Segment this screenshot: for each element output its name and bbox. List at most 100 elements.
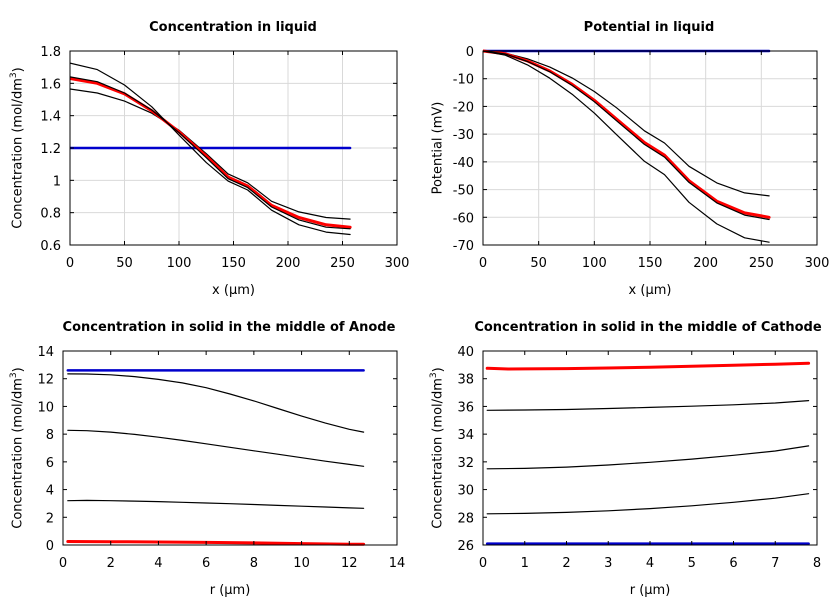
liquid-conc-ytick-label-4: 1.4 xyxy=(40,110,61,125)
liquid-conc-panel: 0 50 100 150 200 250 300 0.6 0.8 1 1.2 1.4 1.6 1.8 Con… xyxy=(9,20,410,298)
liquid-conc-xlabel: x (µm) xyxy=(212,283,255,298)
liquid-conc-xtick-label-2: 100 xyxy=(167,256,192,271)
liquid-potential-ytick-label-7: 0 xyxy=(466,45,474,60)
liquid-conc-ylabel: Concentration (mol/dm3) xyxy=(9,67,26,229)
liquid-conc-xtick-label-0: 0 xyxy=(66,256,74,271)
liquid-potential-panel: 0 50 100 150 200 250 300 -70 -60 -50 -40 -30 -20 -10 0… xyxy=(431,20,830,298)
anode-solid-frame xyxy=(62,350,398,546)
cathode-solid-series-t3 xyxy=(486,400,810,411)
liquid-conc-series-group xyxy=(70,62,352,236)
anode-solid-series-t2 xyxy=(67,429,365,467)
cathode-solid-xtick-label-7: 7 xyxy=(771,556,779,571)
cathode-solid-title: Concentration in solid in the middle of … xyxy=(474,320,822,335)
liquid-conc-series-t3 xyxy=(70,76,351,230)
anode-solid-xtick-label-4: 8 xyxy=(250,556,258,571)
cathode-solid-ytick-label-3: 32 xyxy=(457,456,474,471)
liquid-potential-xtick-label-3: 150 xyxy=(638,256,663,271)
anode-solid-ytick-label-6: 12 xyxy=(37,373,54,388)
cathode-solid-series-t1 xyxy=(486,493,810,515)
anode-solid-ytick-label-4: 8 xyxy=(46,428,54,443)
liquid-conc-ytick-label-6: 1.8 xyxy=(40,45,61,60)
anode-solid-xtick-label-1: 2 xyxy=(107,556,115,571)
liquid-potential-ytick-label-0: -70 xyxy=(453,239,474,254)
cathode-solid-xtick-label-1: 1 xyxy=(521,556,529,571)
liquid-conc-ytick-label-0: 0.6 xyxy=(40,239,61,254)
liquid-potential-ytick-label-1: -60 xyxy=(453,211,474,226)
liquid-potential-xtick-label-6: 300 xyxy=(805,256,830,271)
cathode-solid-ytick-label-6: 38 xyxy=(457,373,474,388)
cathode-solid-ytick-label-7: 40 xyxy=(457,345,474,360)
liquid-potential-series-t4 xyxy=(483,50,770,243)
cathode-solid-ytick-label-1: 28 xyxy=(457,511,474,526)
anode-solid-ytick-label-5: 10 xyxy=(37,400,54,415)
anode-solid-series-t3 xyxy=(67,499,365,509)
anode-solid-xlabel: r (µm) xyxy=(210,583,251,598)
liquid-conc-series-t1 xyxy=(70,88,351,220)
anode-solid-ylabel: Concentration (mol/dm3) xyxy=(9,367,26,529)
liquid-conc-xtick-label-5: 250 xyxy=(330,256,355,271)
liquid-potential-ytick-label-4: -30 xyxy=(453,128,474,143)
cathode-solid-xtick-label-4: 4 xyxy=(646,556,654,571)
anode-solid-ytick-label-0: 0 xyxy=(46,539,54,554)
cathode-solid-frame xyxy=(482,350,818,546)
cathode-solid-xtick-label-2: 2 xyxy=(562,556,570,571)
liquid-conc-series-t4 xyxy=(70,62,351,236)
cathode-solid-ylabel: Concentration (mol/dm3) xyxy=(429,367,446,529)
cathode-solid-xtick-label-6: 6 xyxy=(729,556,737,571)
liquid-potential-xtick-label-2: 100 xyxy=(582,256,607,271)
cathode-solid-xtick-label-8: 8 xyxy=(813,556,821,571)
liquid-potential-ytick-label-6: -10 xyxy=(453,73,474,88)
anode-solid-title: Concentration in solid in the middle of … xyxy=(63,320,396,335)
anode-solid-series-t4 xyxy=(66,540,366,546)
liquid-potential-xlabel: x (µm) xyxy=(629,283,672,298)
anode-solid-xtick-label-0: 0 xyxy=(59,556,67,571)
cathode-solid-ytick-label-4: 34 xyxy=(457,428,474,443)
anode-solid-ytick-label-1: 2 xyxy=(46,511,54,526)
liquid-potential-xtick-label-5: 250 xyxy=(749,256,774,271)
liquid-potential-xtick-label-1: 50 xyxy=(530,256,547,271)
anode-solid-xtick-label-2: 4 xyxy=(154,556,162,571)
cathode-solid-series-t2 xyxy=(486,445,810,470)
liquid-potential-xtick-label-0: 0 xyxy=(479,256,487,271)
liquid-conc-ytick-label-5: 1.6 xyxy=(40,77,61,92)
cathode-solid-xtick-label-0: 0 xyxy=(479,556,487,571)
cathode-solid-ytick-label-2: 30 xyxy=(457,484,474,499)
anode-solid-xtick-label-5: 10 xyxy=(293,556,310,571)
cathode-solid-series-t4 xyxy=(485,361,811,371)
liquid-potential-ylabel: Potential (mV) xyxy=(431,102,446,195)
liquid-potential-title: Potential in liquid xyxy=(584,20,715,35)
cathode-solid-ytick-label-0: 26 xyxy=(457,539,474,554)
cathode-solid-xtick-label-3: 3 xyxy=(604,556,612,571)
liquid-conc-series-t2 xyxy=(70,77,352,229)
anode-solid-ytick-label-3: 6 xyxy=(46,456,54,471)
liquid-conc-title: Concentration in liquid xyxy=(149,20,317,35)
liquid-conc-ytick-label-3: 1.2 xyxy=(40,142,61,157)
anode-solid-xtick-label-3: 6 xyxy=(202,556,210,571)
anode-solid-xtick-label-7: 14 xyxy=(389,556,406,571)
cathode-solid-series-group xyxy=(485,361,811,545)
anode-solid-xtick-label-6: 12 xyxy=(341,556,358,571)
liquid-potential-ytick-label-2: -50 xyxy=(453,184,474,199)
liquid-conc-ytick-label-1: 0.8 xyxy=(40,207,61,222)
anode-solid-ytick-label-7: 14 xyxy=(37,345,54,360)
liquid-potential-series-t1 xyxy=(483,50,770,197)
liquid-potential-ytick-label-3: -40 xyxy=(453,156,474,171)
anode-solid-ytick-label-2: 4 xyxy=(46,484,54,499)
liquid-conc-xtick-label-4: 200 xyxy=(276,256,301,271)
anode-solid-panel: 0 2 4 6 8 10 12 14 0 2 4 6 8 10 12 14 Concentration in s… xyxy=(9,320,406,598)
anode-solid-series-t1 xyxy=(67,373,365,433)
liquid-potential-series-t3 xyxy=(483,50,770,221)
liquid-potential-series-group xyxy=(483,49,771,243)
liquid-conc-xtick-label-3: 150 xyxy=(221,256,246,271)
liquid-conc-xtick-label-1: 50 xyxy=(116,256,133,271)
anode-solid-series-group xyxy=(66,369,366,546)
liquid-potential-ytick-label-5: -20 xyxy=(453,100,474,115)
cathode-solid-xlabel: r (µm) xyxy=(630,583,671,598)
cathode-solid-ytick-label-5: 36 xyxy=(457,400,474,415)
cathode-solid-xtick-label-5: 5 xyxy=(688,556,696,571)
liquid-potential-xtick-label-4: 200 xyxy=(693,256,718,271)
liquid-conc-ytick-label-2: 1 xyxy=(53,174,61,189)
liquid-conc-xtick-label-6: 300 xyxy=(385,256,410,271)
